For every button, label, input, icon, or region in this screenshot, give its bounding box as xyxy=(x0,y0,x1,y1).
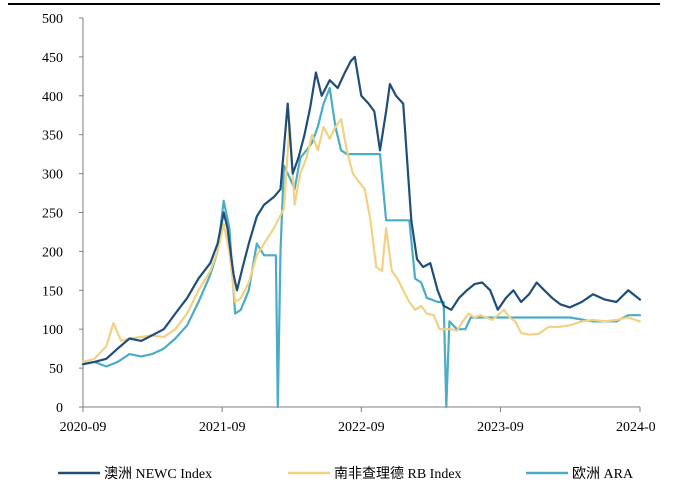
y-axis: 0 50 100 150 200 250 300 350 400 450 500 xyxy=(42,12,84,416)
series-line-0 xyxy=(81,55,642,366)
y-tick-label: 250 xyxy=(42,207,63,222)
y-tick-label: 50 xyxy=(49,362,63,377)
y-tick-label: 400 xyxy=(42,90,63,105)
y-tick-label: 500 xyxy=(42,12,63,27)
series-line-1 xyxy=(81,118,642,363)
y-tick-label: 350 xyxy=(42,129,63,144)
series-line-2 xyxy=(81,86,642,409)
legend-label-0: 澳洲 NEWC Index xyxy=(104,466,212,482)
x-axis: 2020-09 2021-09 2022-09 2023-09 2024-0 xyxy=(60,406,656,435)
legend-label-1: 南非查理德 RB Index xyxy=(334,466,462,482)
x-tick-label: 2020-09 xyxy=(60,420,107,435)
y-tick-label: 200 xyxy=(42,245,63,260)
y-tick-label: 300 xyxy=(42,168,63,183)
x-tick-label: 2023-09 xyxy=(477,420,524,435)
x-tick-label: 2022-09 xyxy=(338,420,385,435)
x-tick-label: 2021-09 xyxy=(199,420,246,435)
series-layer xyxy=(81,55,642,409)
y-tick-label: 100 xyxy=(42,323,63,338)
legend: 澳洲 NEWC Index 南非查理德 RB Index 欧洲 ARA xyxy=(58,466,634,482)
y-tick-label: 150 xyxy=(42,284,63,299)
y-tick-label: 0 xyxy=(56,401,63,416)
x-tick-label: 2024-0 xyxy=(616,420,656,435)
y-tick-label: 450 xyxy=(42,51,63,66)
legend-label-2: 欧洲 ARA xyxy=(572,466,634,482)
